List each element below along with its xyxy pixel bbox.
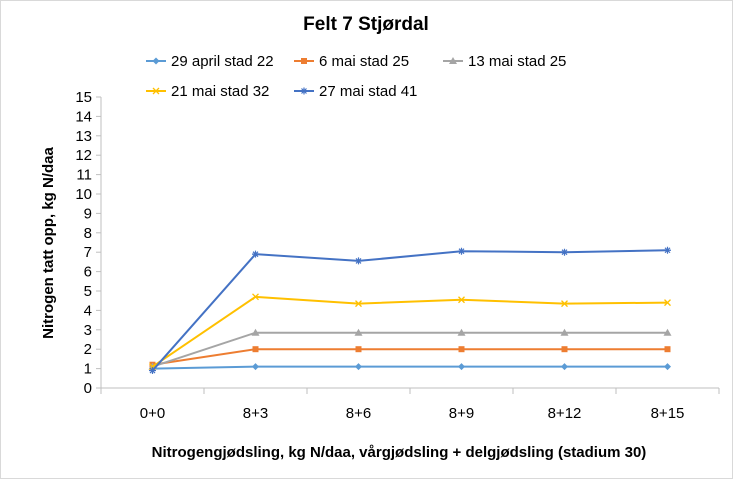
data-point (458, 296, 465, 304)
legend-marker (301, 58, 307, 64)
y-tick-label: 7 (84, 244, 92, 261)
series-4 (149, 293, 671, 371)
y-tick-label: 6 (84, 264, 92, 281)
x-tick-label: 0+0 (140, 405, 165, 422)
data-point (664, 363, 671, 371)
legend-label: 21 mai stad 32 (171, 83, 269, 100)
data-point (355, 363, 362, 371)
legend-label: 6 mai stad 25 (319, 53, 409, 70)
x-axis: 0+0 8+3 8+6 8+9 8+12 8+15 (100, 387, 720, 422)
x-tick-label: 8+9 (449, 405, 474, 422)
data-point (149, 367, 156, 375)
series-layer (148, 246, 672, 375)
y-tick-label: 1 (84, 361, 92, 378)
y-tick-label: 10 (75, 186, 92, 203)
legend-marker (152, 87, 160, 95)
series-line (152, 365, 668, 370)
y-tick-label: 13 (75, 128, 92, 145)
data-point (457, 328, 466, 336)
y-tick-label: 9 (84, 205, 92, 222)
legend-label: 29 april stad 22 (171, 53, 274, 70)
data-point (252, 363, 259, 371)
y-tick-label: 8 (84, 225, 92, 242)
data-point (664, 346, 671, 353)
x-tick-label: 8+6 (346, 405, 371, 422)
y-tick-label: 15 (75, 89, 92, 106)
legend-label: 13 mai stad 25 (468, 53, 566, 70)
y-axis-label: Nitrogen tatt opp, kg N/daa (40, 147, 57, 339)
legend-marker (152, 57, 160, 65)
y-tick-label: 5 (84, 283, 92, 300)
data-point (458, 346, 465, 353)
legend-entry: 27 mai stad 41 (294, 83, 417, 100)
y-tick-label: 12 (75, 147, 92, 164)
data-point (663, 328, 672, 336)
data-point (252, 293, 259, 301)
data-point (354, 328, 363, 336)
x-tick-label: 8+12 (548, 405, 582, 422)
data-point (355, 300, 362, 308)
legend-entry: 29 april stad 22 (146, 53, 274, 70)
data-point (561, 346, 568, 353)
data-point (664, 299, 671, 307)
series-line (151, 295, 668, 368)
data-point (561, 248, 568, 256)
legend-entry: 21 mai stad 32 (146, 83, 269, 100)
y-tick-label: 14 (75, 108, 92, 125)
data-point (252, 346, 259, 353)
data-point (458, 363, 465, 371)
x-axis-label: Nitrogengjødsling, kg N/daa, vårgjødslin… (152, 444, 647, 461)
data-point (664, 246, 671, 254)
data-point (355, 257, 362, 265)
chart-title: Felt 7 Stjørdal (303, 14, 429, 35)
data-point (560, 328, 569, 336)
y-tick-label: 11 (76, 167, 92, 184)
data-point (561, 363, 568, 371)
series-line (152, 348, 668, 366)
legend-marker (449, 57, 457, 64)
y-tick-label: 2 (84, 341, 92, 358)
legend-label: 27 mai stad 41 (319, 83, 417, 100)
y-tick-label: 0 (84, 380, 92, 397)
legend-marker (300, 87, 308, 95)
data-point (561, 300, 568, 308)
series-1 (149, 363, 671, 373)
series-5 (149, 246, 671, 375)
data-point (355, 346, 362, 353)
x-tick-label: 8+3 (243, 405, 268, 422)
legend-entry: 13 mai stad 25 (443, 53, 566, 70)
legend: 29 april stad 22 6 mai stad 25 13 mai stad… (146, 53, 566, 100)
data-point (458, 247, 465, 255)
series-line (151, 249, 668, 372)
data-point (251, 328, 260, 336)
data-point (252, 250, 259, 258)
legend-entry: 6 mai stad 25 (294, 53, 409, 70)
y-tick-label: 4 (84, 302, 92, 319)
series-2 (149, 346, 671, 368)
y-tick-label: 3 (84, 322, 92, 339)
series-line (152, 331, 668, 368)
x-tick-label: 8+15 (651, 405, 685, 422)
